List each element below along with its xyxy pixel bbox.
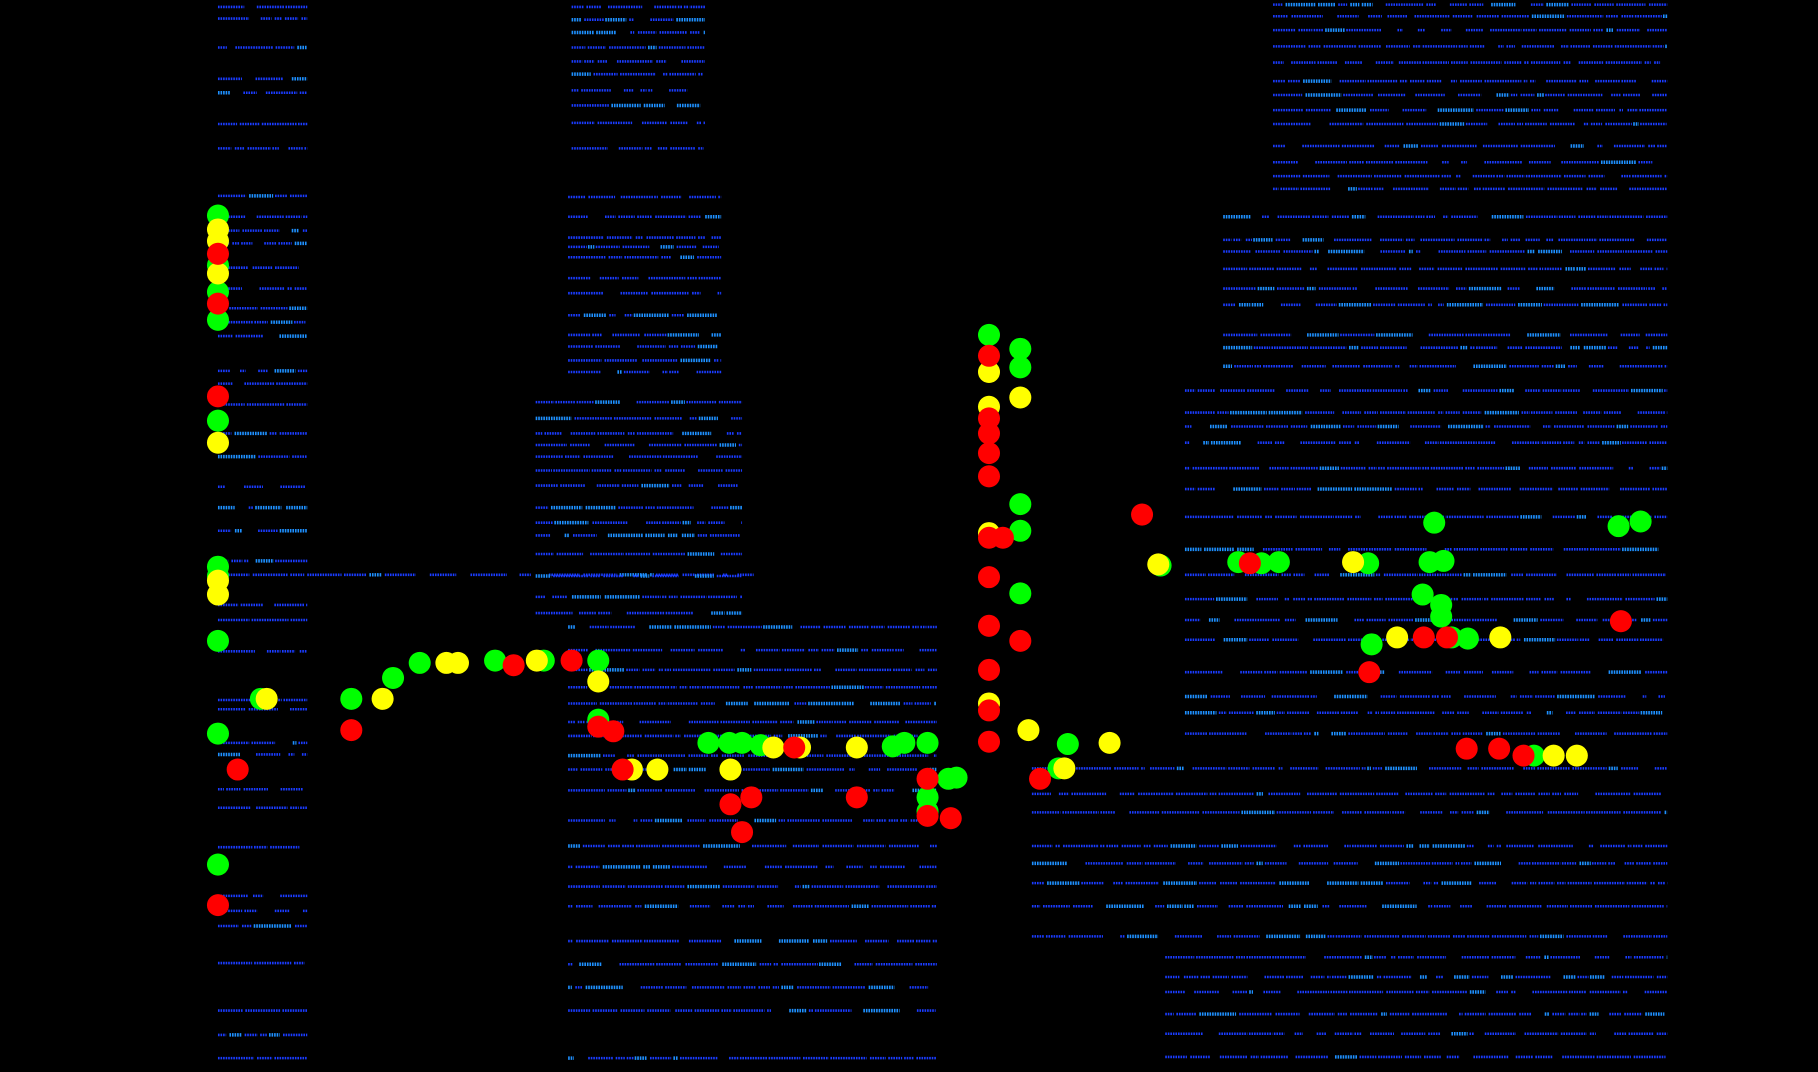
data-point bbox=[1456, 627, 1479, 650]
data-point bbox=[893, 731, 916, 754]
data-point bbox=[408, 651, 431, 674]
data-point bbox=[206, 853, 229, 876]
data-point bbox=[1098, 731, 1121, 754]
data-point bbox=[206, 583, 229, 606]
data-point bbox=[206, 385, 229, 408]
data-point bbox=[382, 666, 405, 689]
data-point bbox=[1056, 733, 1079, 756]
data-point bbox=[1386, 626, 1409, 649]
data-point bbox=[611, 758, 634, 781]
data-point bbox=[1009, 337, 1032, 360]
data-point bbox=[340, 719, 363, 742]
data-point bbox=[991, 526, 1014, 549]
data-point bbox=[646, 758, 669, 781]
data-point bbox=[719, 793, 742, 816]
data-point bbox=[1412, 626, 1435, 649]
data-point bbox=[587, 649, 610, 672]
data-point bbox=[1009, 356, 1032, 379]
data-point bbox=[1489, 626, 1512, 649]
segments-layer bbox=[217, 2, 1668, 1060]
data-point bbox=[1542, 744, 1565, 767]
data-point bbox=[1009, 493, 1032, 516]
data-point bbox=[762, 736, 785, 759]
data-point bbox=[916, 804, 939, 827]
data-point bbox=[1435, 626, 1458, 649]
data-point bbox=[1147, 553, 1170, 576]
data-point bbox=[1488, 737, 1511, 760]
data-point bbox=[1411, 583, 1434, 606]
data-point bbox=[206, 431, 229, 454]
data-point bbox=[977, 465, 1001, 488]
data-point bbox=[845, 736, 868, 759]
data-point bbox=[977, 614, 1001, 637]
data-point bbox=[206, 242, 229, 265]
data-point bbox=[977, 566, 1001, 589]
data-point bbox=[1609, 610, 1632, 633]
data-point bbox=[977, 361, 1001, 384]
data-point bbox=[371, 687, 394, 710]
data-point bbox=[1360, 633, 1383, 656]
data-point bbox=[1131, 503, 1154, 526]
data-point bbox=[731, 821, 754, 844]
data-point bbox=[206, 409, 229, 432]
data-point bbox=[1607, 515, 1630, 538]
data-point bbox=[587, 670, 610, 693]
data-point bbox=[1432, 549, 1455, 572]
data-point bbox=[1512, 744, 1535, 767]
data-point bbox=[226, 758, 249, 781]
data-point bbox=[1009, 519, 1032, 542]
data-point bbox=[206, 894, 229, 917]
data-point bbox=[945, 766, 968, 789]
data-point bbox=[1267, 551, 1290, 574]
data-point bbox=[977, 730, 1001, 753]
data-point bbox=[1053, 757, 1076, 780]
data-point bbox=[1009, 386, 1032, 409]
data-point bbox=[719, 758, 742, 781]
data-point bbox=[340, 687, 363, 710]
data-point bbox=[845, 786, 868, 809]
data-point bbox=[1009, 629, 1032, 652]
data-point bbox=[446, 651, 469, 674]
data-point bbox=[206, 308, 229, 331]
data-point bbox=[1358, 661, 1381, 684]
data-point bbox=[560, 649, 583, 672]
data-point bbox=[484, 649, 507, 672]
data-point bbox=[602, 720, 625, 743]
data-point bbox=[977, 344, 1001, 367]
data-point bbox=[1238, 552, 1261, 575]
data-point bbox=[977, 407, 1001, 430]
data-point bbox=[977, 699, 1001, 722]
data-point bbox=[1009, 582, 1032, 605]
data-point bbox=[1455, 737, 1478, 760]
data-point bbox=[783, 736, 806, 759]
data-point bbox=[731, 731, 754, 754]
data-point bbox=[977, 323, 1001, 346]
data-point bbox=[206, 262, 229, 285]
data-point bbox=[502, 654, 525, 677]
data-point bbox=[977, 658, 1001, 681]
data-point bbox=[1342, 551, 1365, 574]
data-point bbox=[977, 442, 1001, 465]
data-point bbox=[1430, 605, 1453, 628]
data-point bbox=[977, 422, 1001, 445]
data-point bbox=[1423, 511, 1446, 534]
data-point bbox=[916, 731, 939, 754]
data-point bbox=[939, 807, 962, 830]
data-point bbox=[1017, 719, 1040, 742]
data-point bbox=[697, 731, 720, 754]
data-point bbox=[525, 649, 548, 672]
data-point bbox=[916, 767, 939, 790]
data-point bbox=[1629, 510, 1652, 533]
data-point bbox=[206, 292, 229, 315]
points-layer bbox=[206, 204, 1652, 917]
data-point bbox=[206, 629, 229, 652]
data-point bbox=[1565, 744, 1588, 767]
data-point bbox=[740, 786, 763, 809]
data-point bbox=[255, 687, 278, 710]
data-point bbox=[1029, 767, 1052, 790]
data-point bbox=[206, 722, 229, 745]
